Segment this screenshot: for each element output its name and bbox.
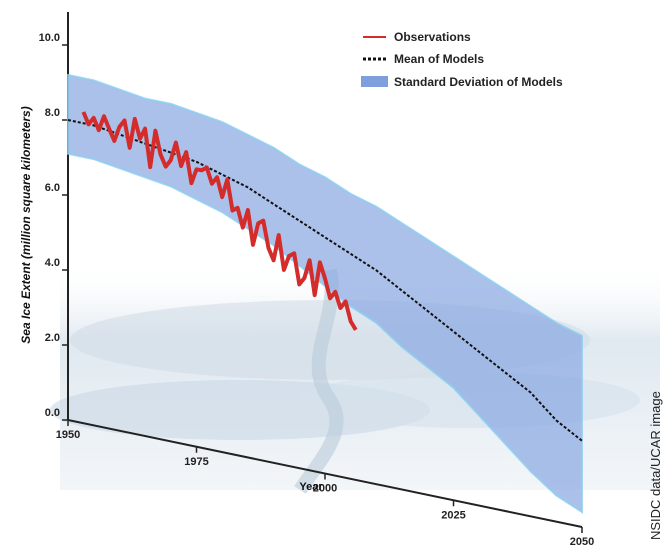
x-tick-label: 2050: [570, 536, 594, 548]
y-tick-label: 10.0: [39, 32, 60, 44]
x-tick-label: 1975: [184, 456, 208, 468]
y-tick-label: 6.0: [45, 182, 60, 194]
x-tick-label: 2025: [441, 509, 465, 521]
legend-mean-label: Mean of Models: [394, 52, 484, 66]
std-dev-band: [67, 73, 583, 514]
y-tick-label: 4.0: [45, 257, 60, 269]
y-tick-label: 2.0: [45, 332, 60, 344]
x-axis-title: Year: [299, 481, 323, 493]
x-tick-label: 1950: [56, 429, 80, 441]
legend-std-swatch: [361, 76, 388, 87]
x-tick-label: 2000: [313, 483, 337, 495]
legend-observations-label: Observations: [394, 30, 471, 44]
observations-line: [81, 111, 358, 331]
y-tick-label: 0.0: [45, 407, 60, 419]
legend-std-label: Standard Deviation of Models: [394, 75, 563, 89]
x-ticks: 1950 1975 2000 2025 2050: [56, 420, 594, 548]
legend: Observations Mean of Models Standard Dev…: [361, 30, 563, 89]
y-tick-label: 8.0: [45, 107, 60, 119]
y-ticks: 0.0 2.0 4.0 6.0 8.0 10.0: [39, 32, 68, 421]
y-axis-title: Sea Ice Extent (million square kilometer…: [19, 106, 33, 343]
image-credit: NSIDC data/UCAR image: [648, 391, 663, 540]
